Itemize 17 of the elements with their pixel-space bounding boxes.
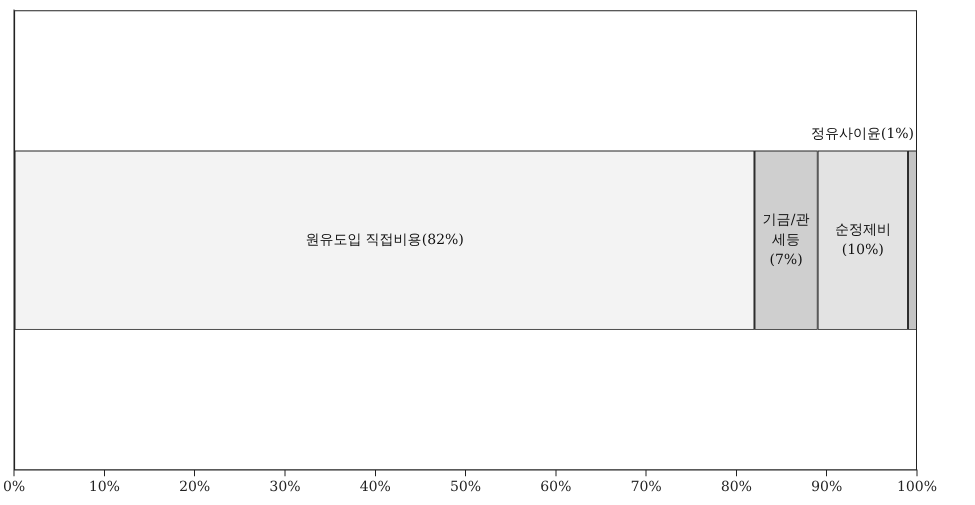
x-tick-label: 40%	[360, 479, 391, 496]
x-tick-label: 20%	[179, 479, 210, 496]
text: 원유도입 직접비용(82%)	[305, 232, 464, 248]
data-label: (7%)	[770, 252, 803, 268]
x-tick-label: 10%	[88, 479, 120, 496]
x-tick-label: 90%	[811, 479, 842, 496]
text: 정유사이윤(1%)	[810, 126, 914, 142]
x-tick-label: 60%	[540, 479, 572, 496]
x-tick-label: 100%	[896, 479, 938, 496]
series-label: 기금/관세등	[762, 212, 810, 248]
x-tick-label: 30%	[269, 479, 301, 496]
x-tick-label: 70%	[630, 479, 662, 496]
series-label: 순정제비	[834, 222, 891, 238]
x-tick-label: 50%	[450, 479, 482, 496]
data-label: (10%)	[842, 242, 884, 258]
x-tick-label: 80%	[720, 479, 752, 496]
x-tick-label: 0%	[2, 479, 26, 496]
